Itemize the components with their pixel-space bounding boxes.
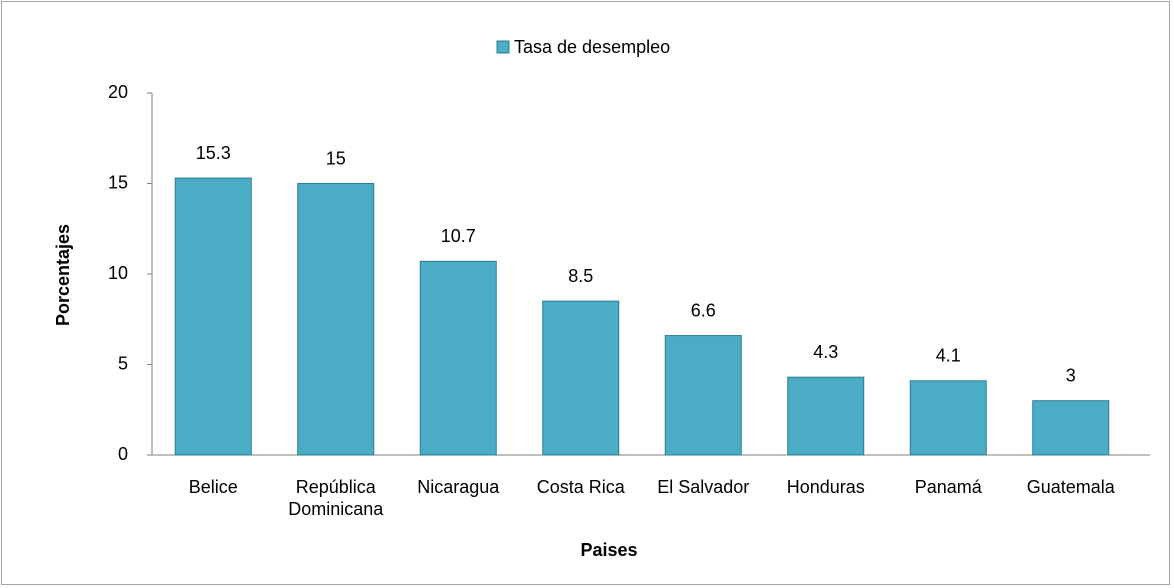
- y-tick-label: 5: [118, 353, 128, 373]
- y-tick-label: 20: [108, 82, 128, 102]
- bar: [542, 300, 620, 456]
- data-label: 15: [326, 148, 346, 168]
- bar: [909, 380, 987, 456]
- data-label: 6.6: [691, 300, 716, 320]
- y-tick-label: 0: [118, 444, 128, 464]
- x-tick-label: Costa Rica: [536, 477, 625, 497]
- x-tick-label: Honduras: [786, 477, 865, 497]
- y-tick-label: 15: [108, 172, 128, 192]
- bar: [787, 376, 865, 456]
- bar: [174, 177, 252, 456]
- y-tick-label: 10: [108, 263, 128, 283]
- y-axis-label: Porcentajes: [53, 224, 73, 326]
- legend-swatch: [496, 40, 510, 54]
- data-label: 10.7: [441, 226, 476, 246]
- bar: [297, 183, 375, 456]
- data-label: 8.5: [568, 266, 593, 286]
- x-axis-label: Paises: [580, 540, 637, 560]
- x-tick-label: Nicaragua: [417, 477, 500, 497]
- data-label: 3: [1066, 365, 1076, 385]
- x-tick-label: Guatemala: [1026, 477, 1115, 497]
- data-label: 4.3: [813, 342, 838, 362]
- x-tick-label: Belice: [188, 477, 238, 497]
- bar: [419, 260, 497, 456]
- x-tick-label: República Dominicana: [288, 477, 384, 519]
- x-tick-label: Panamá: [914, 477, 982, 497]
- legend-label: Tasa de desempleo: [514, 37, 670, 57]
- x-tick-label: El Salvador: [657, 477, 750, 497]
- bar: [664, 335, 742, 456]
- data-label: 4.1: [936, 346, 961, 366]
- bar: [1032, 400, 1110, 456]
- data-label: 15.3: [196, 143, 231, 163]
